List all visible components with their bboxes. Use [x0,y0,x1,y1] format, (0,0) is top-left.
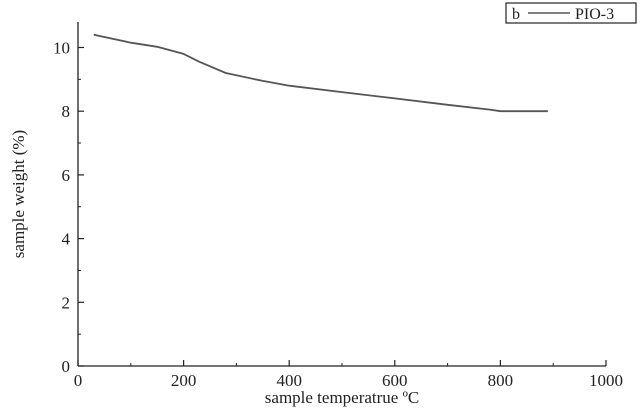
x-tick-label: 800 [488,371,514,390]
x-tick-label: 400 [276,371,302,390]
y-tick-label: 8 [62,102,71,121]
x-axis-label: sample temperatrue ºC [265,388,419,407]
legend: b PIO-3 [505,2,637,24]
legend-series-name: PIO-3 [575,6,614,23]
y-ticks: 0 2 4 6 8 10 [53,38,84,376]
x-tick-label: 600 [382,371,408,390]
x-tick-label: 0 [74,371,83,390]
plot-area: 0 200 400 600 800 1000 0 2 4 6 8 10 [53,22,623,390]
legend-panel-letter: b [512,6,520,23]
legend-box [505,2,637,24]
x-ticks: 0 200 400 600 800 1000 [74,360,623,390]
x-tick-label: 200 [171,371,197,390]
y-tick-label: 10 [53,38,70,57]
y-tick-label: 0 [62,357,71,376]
y-tick-label: 4 [62,230,71,249]
y-axis-label: sample weight (%) [9,130,28,258]
y-tick-label: 2 [62,293,71,312]
x-tick-label: 1000 [589,371,623,390]
y-tick-label: 6 [62,166,71,185]
series-lines [93,33,548,113]
series-line-pio-3 [93,33,548,113]
